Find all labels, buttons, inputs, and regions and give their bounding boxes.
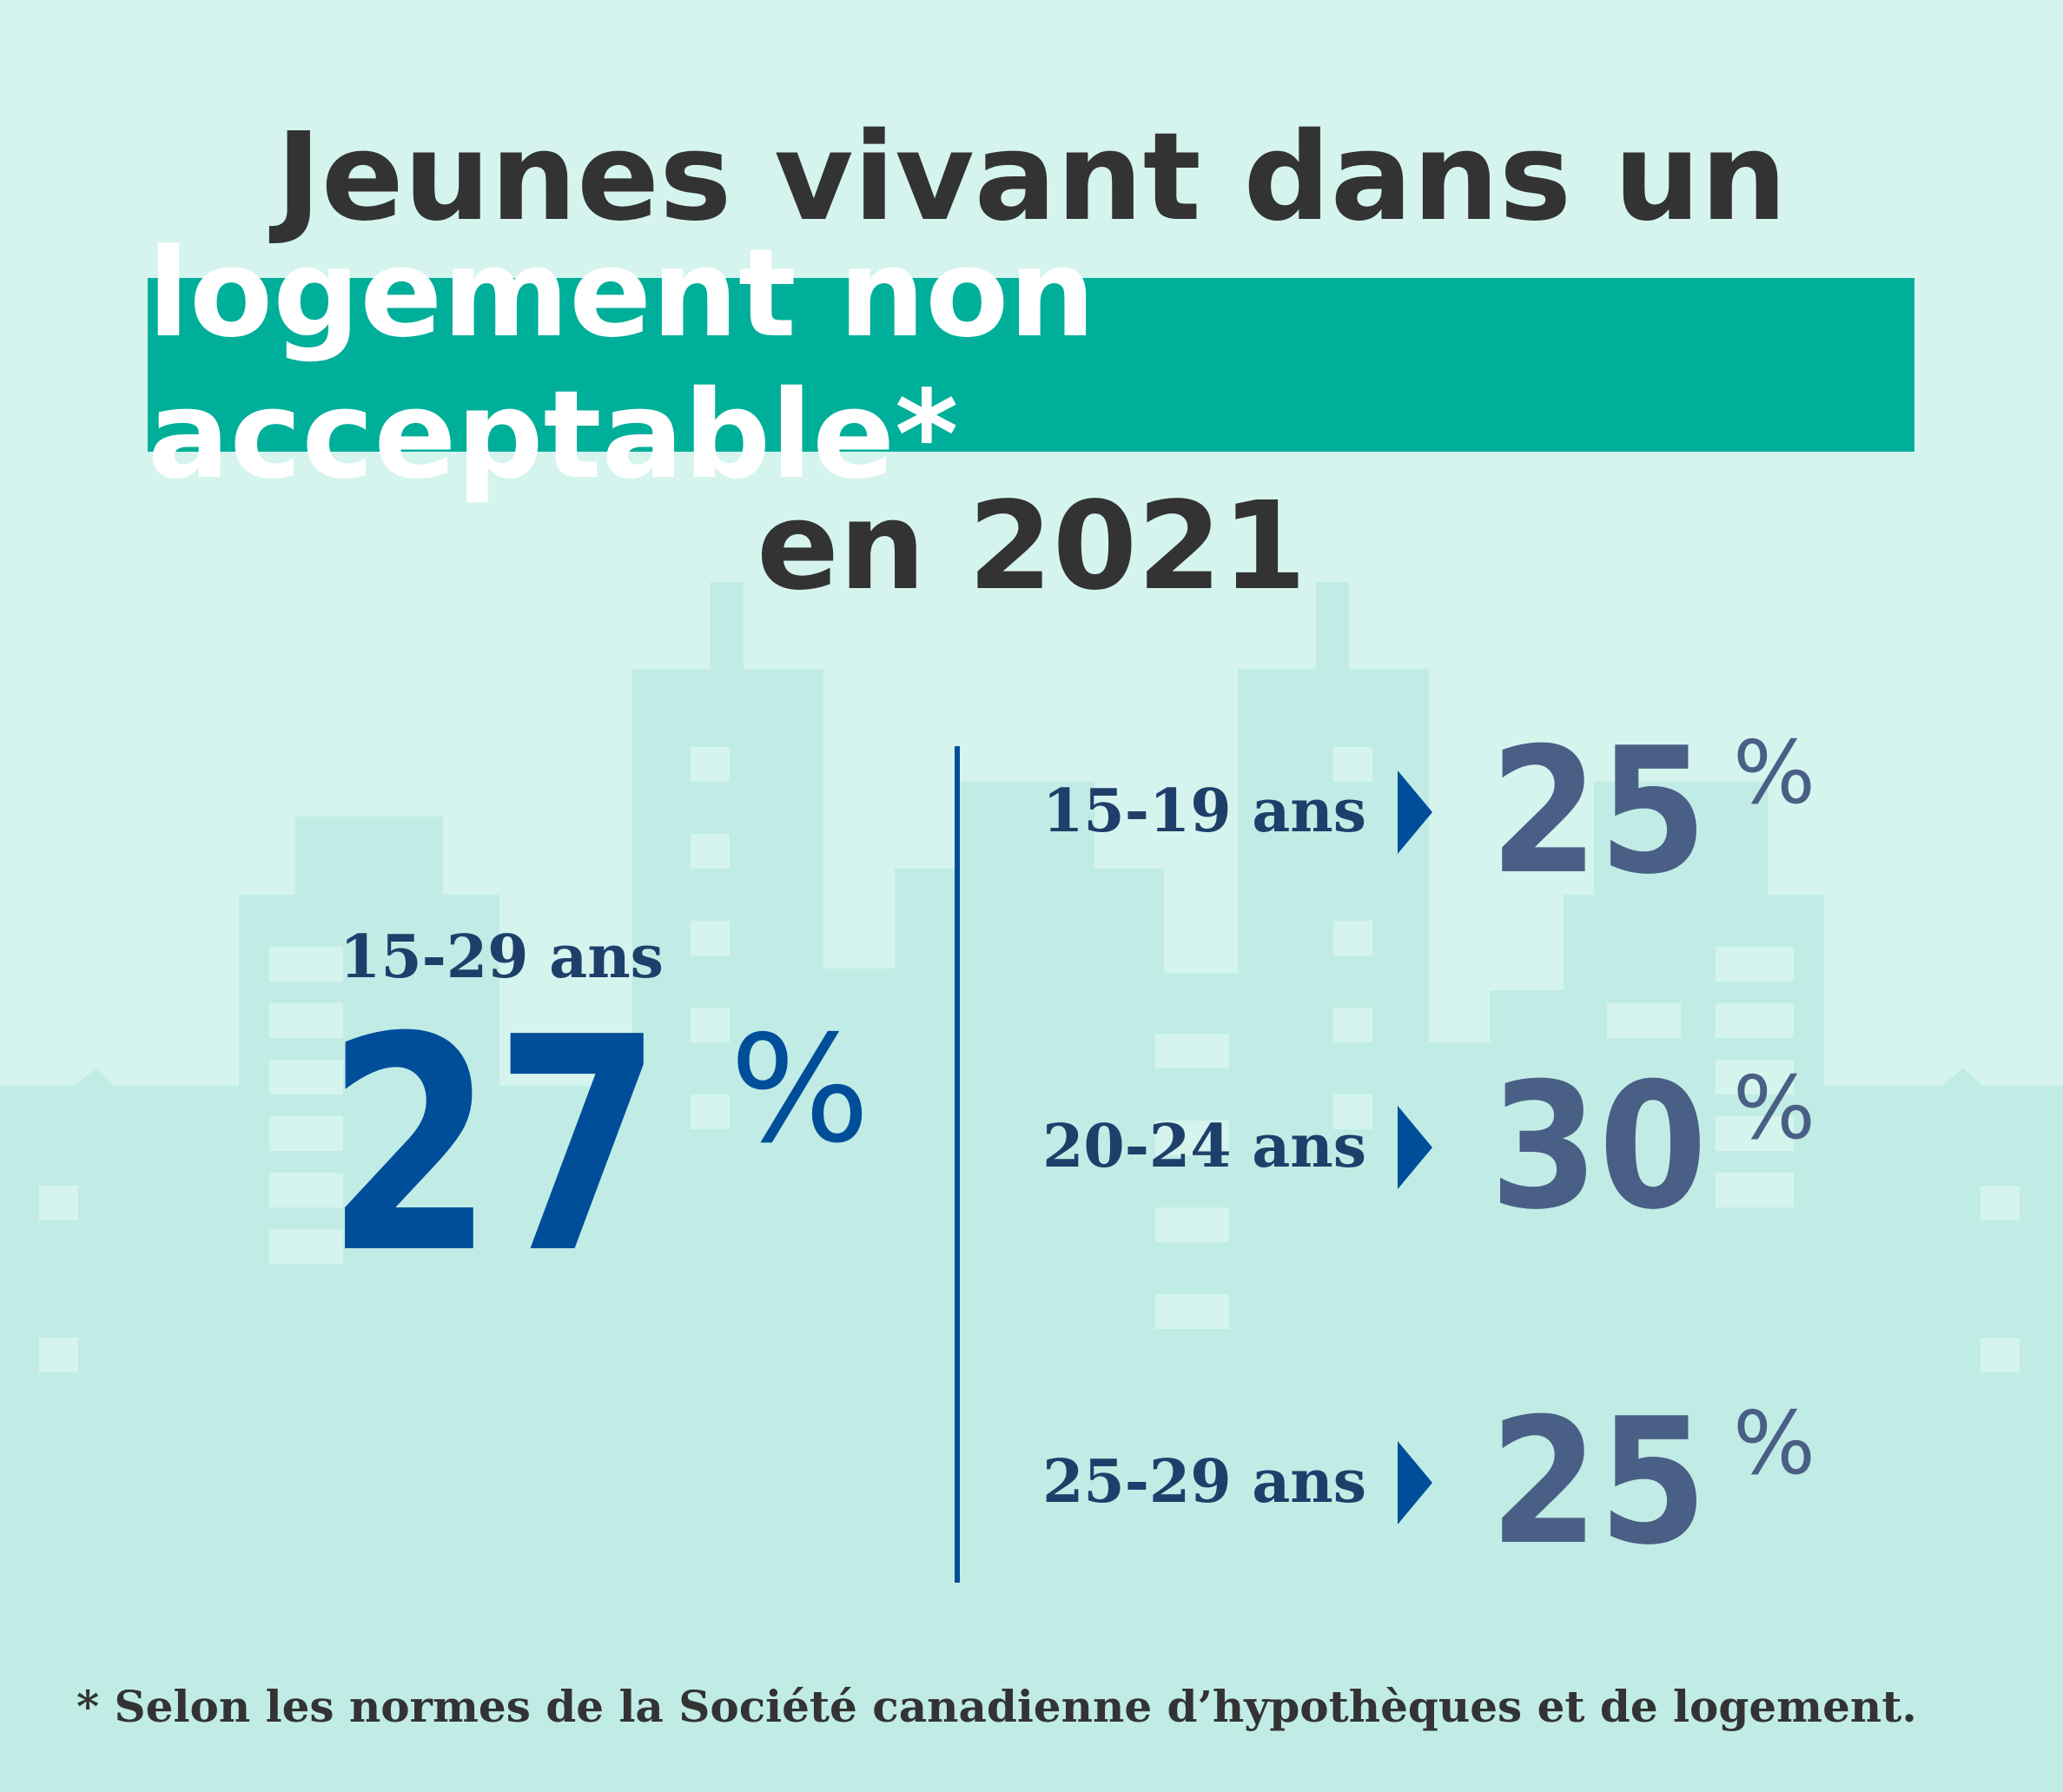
title-line-1: Jeunes vivant dans un — [275, 107, 1788, 248]
group-value: 30 — [1490, 1046, 1708, 1248]
title-highlight-banner: logement non acceptable* — [148, 223, 1914, 506]
total-age-label: 15-29 ans — [340, 922, 664, 992]
group-age-label: 15-19 ans — [1042, 777, 1366, 846]
group-value: 25 — [1490, 1381, 1708, 1584]
title-line-3: en 2021 — [756, 476, 1306, 618]
footnote: * Selon les normes de la Société canadie… — [76, 1681, 1917, 1732]
arrow-right-icon — [1398, 770, 1432, 854]
group-age-label: 25-29 ans — [1042, 1447, 1366, 1517]
arrow-right-icon — [1398, 1441, 1432, 1524]
arrow-right-icon — [1398, 1106, 1432, 1189]
group-percent-sign: % — [1733, 722, 1816, 823]
group-age-label: 20-24 ans — [1042, 1112, 1366, 1181]
group-percent-sign: % — [1733, 1392, 1816, 1494]
divider-line — [955, 746, 960, 1583]
title-line-2: logement non acceptable* — [148, 223, 1096, 506]
total-percent-sign: % — [730, 1004, 870, 1176]
group-percent-sign: % — [1733, 1057, 1816, 1159]
group-value: 25 — [1490, 711, 1708, 913]
total-value: 27 — [326, 975, 663, 1319]
